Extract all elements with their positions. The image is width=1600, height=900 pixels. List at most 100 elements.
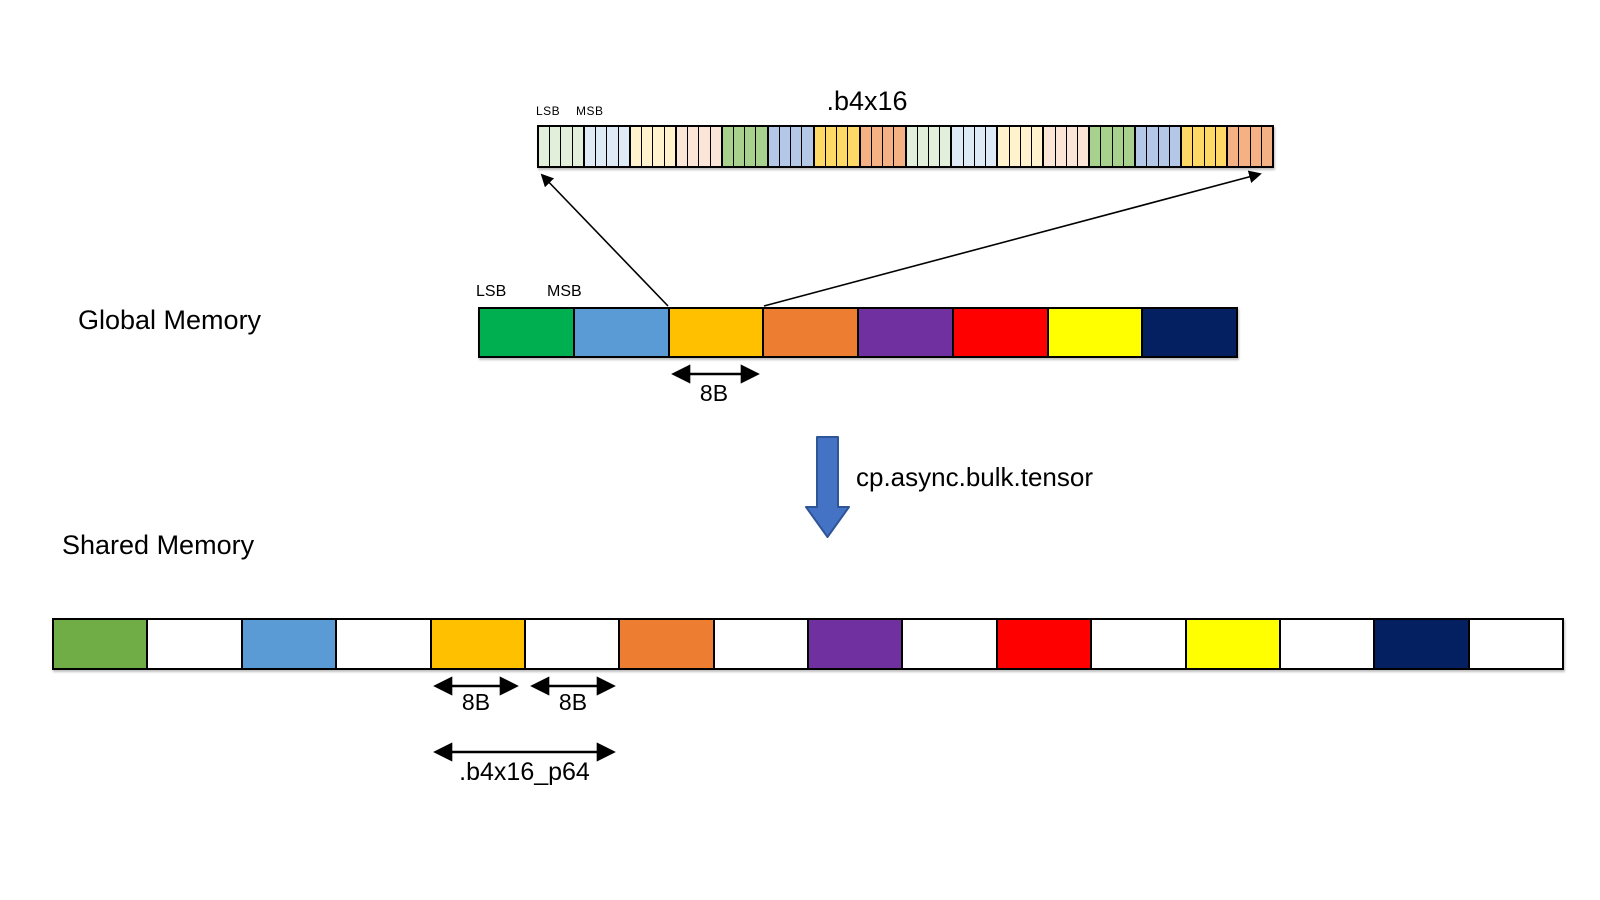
nibble-cell [1228,127,1240,166]
nibble-group [630,127,677,166]
nibble-cell [1009,127,1021,166]
nibble-group [1044,127,1091,166]
nibble-cell [928,127,941,166]
nibble-cell [814,127,826,166]
nibble-cell [998,127,1010,166]
nibble-cell [779,127,792,166]
nibble-cell [1032,127,1043,166]
shared-b4x16-p64-label: .b4x16_p64 [459,758,590,786]
nibble-cell [791,127,803,166]
nibble-cell [1066,127,1079,166]
nibble-group [768,127,815,166]
nibble-cell [1020,127,1033,166]
nibble-cell [1204,127,1216,166]
memory-block [480,309,575,356]
memory-block [1143,309,1236,356]
nibble-cell [871,127,884,166]
nibble-cell [825,127,838,166]
nibble-cell [917,127,929,166]
nibble-cell [699,127,711,166]
global-memory-label: Global Memory [78,305,262,335]
nibble-cell [1136,127,1148,166]
nibble-cell [860,127,872,166]
nibble-group [1090,127,1137,166]
nibble-cell [1193,127,1205,166]
nibble-cell [630,127,643,166]
nibble-group [1136,127,1183,166]
nibble-cell [710,127,721,166]
nibble-cell [1112,127,1124,166]
nibble-cell [802,127,813,166]
shared-8b-data-label: 8B [461,689,491,715]
nibble-cell [768,127,780,166]
memory-block [809,620,904,668]
nibble-cell [596,127,608,166]
nibble-cell [561,127,573,166]
memory-block [1375,620,1470,668]
nibble-cell [688,127,700,166]
nibble-cell [1239,127,1251,166]
nibble-group [998,127,1045,166]
memory-block [574,309,670,356]
nibble-cell [1101,127,1113,166]
nibble-group [1182,127,1229,166]
nibble-cell [1123,127,1135,166]
nibble-cell [837,127,849,166]
memory-block [1092,620,1187,668]
nibble-cell [756,127,767,166]
memory-block [1469,620,1562,668]
nibble-cell [722,127,734,166]
nibble-cell [1182,127,1194,166]
nibble-cell [1215,127,1227,166]
nibble-cell [906,127,918,166]
nibble-cell [642,127,654,166]
nibble-cell [618,127,629,166]
nibble-cell [1169,127,1181,166]
memory-block [997,620,1093,668]
memory-block [953,309,1049,356]
memory-block [148,620,243,668]
nibble-cell [745,127,757,166]
memory-block [620,620,715,668]
nibble-cell [848,127,859,166]
nibble-group [676,127,723,166]
memory-block [1048,309,1144,356]
nibble-cell [1250,127,1262,166]
strip-lsb-label: LSB [536,104,561,118]
memory-block [337,620,432,668]
nibble-group [722,127,769,166]
nibble-group [906,127,953,166]
nibble-cell [1261,127,1272,166]
memory-block [669,309,765,356]
memory-block [714,620,809,668]
nibble-group [860,127,907,166]
nibble-cell [1147,127,1159,166]
global-lsb-label: LSB [476,283,507,300]
nibble-cell [676,127,689,166]
nibble-cell [1055,127,1067,166]
shared-memory-row [52,618,1564,670]
nibble-group [584,127,631,166]
nibble-cell [1158,127,1170,166]
nibble-cell [974,127,987,166]
strip-title: .b4x16 [826,86,908,116]
nibble-cell [653,127,665,166]
memory-block [525,620,621,668]
nibble-cell [550,127,562,166]
memory-block [903,620,998,668]
memory-block [764,309,859,356]
nibble-cell [607,127,619,166]
zoom-connector-right-line [763,170,1262,307]
global-msb-label: MSB [547,283,582,300]
nibble-cell [1044,127,1056,166]
transfer-arrow [805,436,850,538]
nibble-cell [572,127,583,166]
strip-msb-label: MSB [576,104,604,118]
nibble-cell [986,127,997,166]
nibble-cell [1090,127,1102,166]
memory-block [1186,620,1281,668]
nibble-cell [584,127,597,166]
nibble-cell [733,127,746,166]
shared-8b-padding-label: 8B [558,689,588,715]
